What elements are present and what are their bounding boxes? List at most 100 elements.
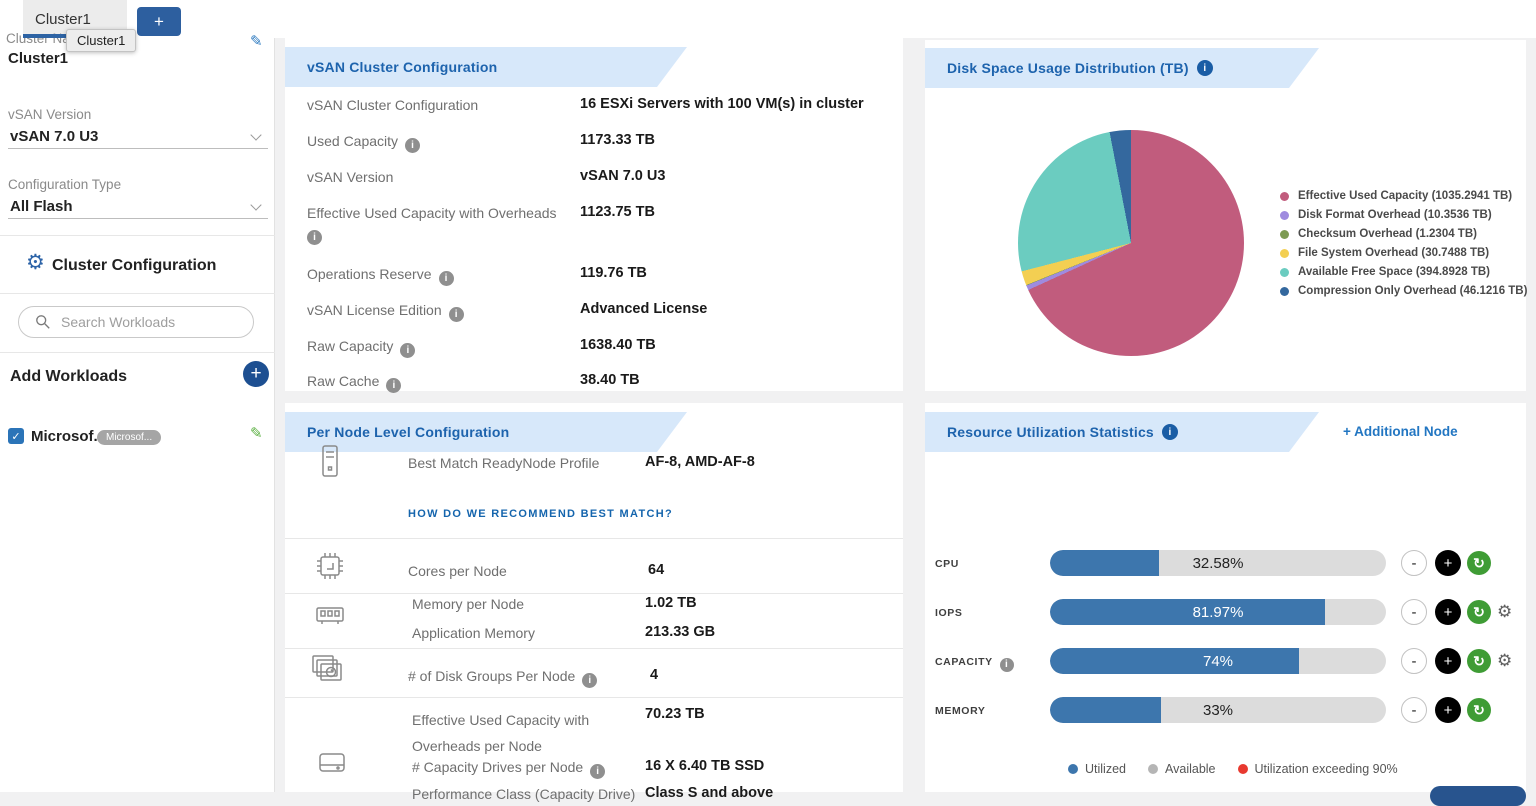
row-value: AF-8, AMD-AF-8 bbox=[645, 454, 755, 470]
pie-legend-item: Available Free Space (394.8928 TB) bbox=[1280, 266, 1527, 278]
bar-value: 32.58% bbox=[1192, 554, 1244, 572]
row-value: 4 bbox=[650, 667, 659, 683]
bar-label: MEMORYi bbox=[935, 705, 986, 717]
legend-dot bbox=[1280, 229, 1289, 239]
info-icon[interactable]: i bbox=[400, 343, 416, 358]
row-label: Effective Used Capacity with Overheads p… bbox=[412, 712, 590, 754]
bar-fill bbox=[1050, 599, 1326, 625]
info-icon[interactable]: i bbox=[438, 271, 454, 286]
info-icon[interactable]: i bbox=[386, 378, 402, 393]
per-node-header: Per Node Level Configuration bbox=[285, 412, 687, 452]
decrease-button[interactable]: - bbox=[1401, 697, 1427, 723]
legend-label: Checksum Overhead (1.2304 TB) bbox=[1298, 228, 1477, 240]
bar-value: 33% bbox=[1202, 701, 1234, 719]
row-value: Advanced License bbox=[580, 301, 708, 317]
increase-button[interactable]: + bbox=[1435, 550, 1461, 576]
reset-button[interactable]: ↻ bbox=[1467, 551, 1491, 575]
reset-button[interactable]: ↻ bbox=[1467, 698, 1491, 722]
legend-dot bbox=[1280, 210, 1289, 220]
sidebar bbox=[0, 38, 275, 792]
row-label: Used Capacity i bbox=[307, 133, 421, 153]
cluster-name-tooltip: Cluster1 bbox=[66, 29, 137, 52]
settings-gear-icon[interactable]: ⚙ bbox=[1497, 602, 1513, 621]
row-label: Operations Reserve i bbox=[307, 266, 454, 286]
increase-button[interactable]: + bbox=[1435, 648, 1461, 674]
workload-checkbox[interactable]: ✓ bbox=[8, 428, 24, 444]
reset-button[interactable]: ↻ bbox=[1467, 600, 1491, 624]
row-label: # of Disk Groups Per Node i bbox=[408, 668, 598, 688]
bar-fill bbox=[1050, 648, 1299, 674]
row-label: Raw Capacity i bbox=[307, 338, 416, 358]
decrease-button[interactable]: - bbox=[1401, 648, 1427, 674]
workload-name[interactable]: Microsof... bbox=[31, 428, 107, 445]
config-type-label: Configuration Type bbox=[8, 177, 122, 192]
card-title: Disk Space Usage Distribution (TB) bbox=[947, 60, 1189, 76]
info-icon[interactable]: i bbox=[448, 307, 464, 322]
row-label: Effective Used Capacity with Overheads bbox=[307, 205, 557, 221]
cpu-utilization-bar: 32.58% bbox=[1050, 550, 1386, 576]
info-icon[interactable]: i bbox=[405, 138, 421, 153]
pie-legend-item: File System Overhead (30.7488 TB) bbox=[1280, 247, 1527, 259]
bar-label: CAPACITY i bbox=[935, 656, 1014, 672]
edit-cluster-name-icon[interactable]: ✎ bbox=[250, 33, 263, 50]
row-value: 16 ESXi Servers with 100 VM(s) in cluste… bbox=[580, 96, 864, 112]
add-cluster-tab-button[interactable]: + bbox=[137, 7, 181, 36]
legend-dot bbox=[1148, 764, 1158, 774]
gear-icon: ⚙ bbox=[26, 251, 45, 274]
row-value: vSAN 7.0 U3 bbox=[580, 168, 666, 184]
vsan-version-select[interactable]: vSAN 7.0 U3 bbox=[10, 128, 99, 145]
row-value: 64 bbox=[648, 562, 665, 578]
primary-action-button[interactable] bbox=[1430, 786, 1526, 806]
bar-value: 74% bbox=[1202, 652, 1234, 670]
cpu-icon bbox=[317, 553, 343, 579]
additional-node-link[interactable]: + Additional Node bbox=[1343, 424, 1458, 439]
search-input[interactable] bbox=[61, 314, 231, 330]
increase-button[interactable]: + bbox=[1435, 599, 1461, 625]
row-value: Class S and above bbox=[645, 785, 774, 801]
iops-utilization-bar: 81.97% bbox=[1050, 599, 1386, 625]
reset-button[interactable]: ↻ bbox=[1467, 649, 1491, 673]
info-icon[interactable]: i bbox=[582, 673, 598, 688]
bar-fill bbox=[1050, 550, 1160, 576]
config-type-select[interactable]: All Flash bbox=[10, 198, 73, 215]
decrease-button[interactable]: - bbox=[1401, 599, 1427, 625]
row-value: 70.23 TB bbox=[645, 706, 705, 722]
server-icon bbox=[322, 445, 338, 477]
vsan-cluster-configuration-card bbox=[285, 38, 903, 391]
check-icon: ✓ bbox=[11, 430, 21, 443]
legend-label: Disk Format Overhead (10.3536 TB) bbox=[1298, 209, 1492, 221]
info-icon[interactable]: i bbox=[1197, 60, 1213, 76]
decrease-button[interactable]: - bbox=[1401, 550, 1427, 576]
capacity-utilization-bar: 74% bbox=[1050, 648, 1386, 674]
edit-workload-icon[interactable]: ✎ bbox=[250, 425, 263, 442]
row-label: Application Memory bbox=[412, 625, 535, 641]
row-label: vSAN Cluster Configuration bbox=[307, 97, 479, 113]
disk-groups-icon bbox=[312, 655, 342, 681]
info-icon[interactable]: i bbox=[999, 657, 1014, 672]
row-value: 213.33 GB bbox=[645, 624, 716, 640]
increase-button[interactable]: + bbox=[1435, 697, 1461, 723]
row-label: Raw Cache i bbox=[307, 373, 402, 393]
add-workload-button[interactable]: + bbox=[243, 361, 269, 387]
row-label: Memory per Node bbox=[412, 596, 525, 612]
divider bbox=[285, 648, 903, 649]
row-label: # Capacity Drives per Node i bbox=[412, 759, 606, 779]
workload-search[interactable] bbox=[18, 306, 254, 338]
recommend-best-match-link[interactable]: HOW DO WE RECOMMEND BEST MATCH? bbox=[408, 508, 673, 520]
field-underline bbox=[8, 218, 268, 219]
info-icon[interactable]: i bbox=[590, 764, 606, 779]
row-value: 16 X 6.40 TB SSD bbox=[645, 758, 765, 774]
info-icon[interactable]: i bbox=[307, 230, 322, 245]
vsan-cluster-configuration-header: vSAN Cluster Configuration bbox=[285, 47, 687, 87]
divider bbox=[285, 697, 903, 698]
legend-label: Available Free Space (394.8928 TB) bbox=[1298, 266, 1490, 278]
per-node-card bbox=[285, 403, 903, 792]
settings-gear-icon[interactable]: ⚙ bbox=[1497, 651, 1513, 670]
capacity-drive-icon bbox=[319, 753, 345, 772]
row-value: 1123.75 TB bbox=[580, 204, 655, 220]
row-label: vSAN Version bbox=[307, 169, 394, 185]
utilization-row: CAPACITY i 74% - + ↻ ⚙ bbox=[935, 648, 1515, 697]
info-icon[interactable]: i bbox=[1162, 424, 1178, 440]
row-value: 38.40 TB bbox=[580, 372, 640, 388]
cluster-configuration-heading[interactable]: Cluster Configuration bbox=[52, 257, 217, 274]
